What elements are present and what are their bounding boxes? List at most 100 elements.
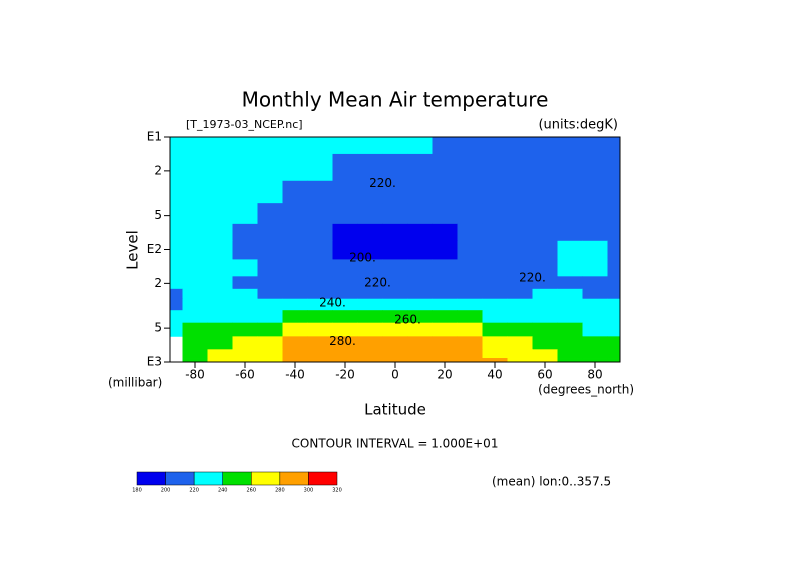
contour-cell bbox=[332, 298, 358, 311]
colorbar-swatch bbox=[308, 471, 338, 486]
contour-cell bbox=[207, 322, 233, 337]
contour-cell bbox=[257, 276, 283, 290]
contour-cell bbox=[182, 137, 208, 155]
contour-cell bbox=[532, 322, 558, 337]
contour-interval: CONTOUR INTERVAL = 1.000E+01 bbox=[292, 437, 499, 451]
contour-cell bbox=[557, 180, 583, 204]
x-tick-label: -60 bbox=[235, 368, 255, 382]
contour-cell bbox=[407, 358, 433, 363]
contour-cell bbox=[207, 276, 233, 290]
contour-cell bbox=[170, 203, 183, 225]
contour-cell bbox=[407, 322, 433, 337]
contour-cell bbox=[607, 203, 621, 225]
contour-cell bbox=[357, 336, 383, 350]
contour-cell bbox=[482, 336, 508, 350]
contour-cell bbox=[207, 137, 233, 155]
contour-cell bbox=[482, 276, 508, 290]
contour-cell bbox=[482, 203, 508, 225]
contour-cell bbox=[532, 203, 558, 225]
colorbar-swatch bbox=[136, 471, 166, 486]
contour-cell bbox=[607, 153, 621, 182]
contour-cell bbox=[282, 180, 308, 204]
x-tick-label: 60 bbox=[537, 368, 552, 382]
contour-cell bbox=[232, 180, 258, 204]
contour-cell bbox=[507, 358, 533, 363]
contour-cell bbox=[482, 153, 508, 182]
contour-cell bbox=[282, 240, 308, 260]
colorbar-label: 260 bbox=[247, 488, 257, 494]
contour-cell bbox=[332, 259, 358, 277]
contour-cell bbox=[557, 298, 583, 311]
contour-cell bbox=[507, 288, 533, 300]
contour-cell bbox=[257, 203, 283, 225]
contour-cell bbox=[457, 349, 483, 359]
contour-cell bbox=[282, 288, 308, 300]
contour-cell bbox=[607, 276, 621, 290]
contour-cell bbox=[507, 298, 533, 311]
contour-cell bbox=[232, 240, 258, 260]
contour-cell bbox=[432, 336, 458, 350]
contour-cell bbox=[507, 349, 533, 359]
contour-cell bbox=[257, 223, 283, 242]
contour-cell bbox=[532, 310, 558, 324]
contour-cell bbox=[582, 180, 608, 204]
colorbar-label: 180 bbox=[132, 488, 142, 494]
contour-cell bbox=[482, 223, 508, 242]
contour-cell bbox=[607, 259, 621, 277]
contour-cell bbox=[582, 240, 608, 260]
contour-cell bbox=[357, 322, 383, 337]
contour-cell bbox=[357, 137, 383, 155]
contour-cell bbox=[207, 153, 233, 182]
contour-cell bbox=[357, 276, 383, 290]
x-tick-label: -40 bbox=[285, 368, 305, 382]
contour-cell bbox=[457, 288, 483, 300]
contour-cell bbox=[507, 259, 533, 277]
contour-cell bbox=[307, 276, 333, 290]
contour-cell bbox=[457, 180, 483, 204]
contour-cell bbox=[282, 259, 308, 277]
contour-cell bbox=[382, 223, 408, 242]
contour-cell bbox=[457, 336, 483, 350]
contour-cell bbox=[307, 203, 333, 225]
contour-cell bbox=[357, 203, 383, 225]
contour-cell bbox=[582, 259, 608, 277]
contour-cell bbox=[332, 288, 358, 300]
contour-cell bbox=[482, 137, 508, 155]
contour-cell bbox=[507, 240, 533, 260]
contour-cell bbox=[282, 137, 308, 155]
contour-cell bbox=[307, 259, 333, 277]
contour-cell bbox=[432, 349, 458, 359]
contour-cell bbox=[532, 288, 558, 300]
contour-cell bbox=[407, 259, 433, 277]
contour-cell bbox=[557, 223, 583, 242]
source-label: [T_1973-03_NCEP.nc] bbox=[186, 118, 303, 131]
footnote: (mean) lon:0..357.5 bbox=[492, 475, 611, 489]
contour-cell bbox=[182, 276, 208, 290]
contour-cell bbox=[307, 298, 333, 311]
contour-cell bbox=[182, 288, 208, 300]
contour-cell bbox=[232, 336, 258, 350]
contour-cell bbox=[532, 358, 558, 363]
contour-cell bbox=[170, 153, 183, 182]
colorbar-label: 280 bbox=[275, 488, 285, 494]
chart-title: Monthly Mean Air temperature bbox=[242, 88, 549, 112]
contour-cell bbox=[182, 322, 208, 337]
overlay: -80 -60 -40 -20 0 20 40 60 80 E1 2 5 E2 2 5 E3 220. 200. 2… bbox=[132, 130, 621, 494]
contour-cell bbox=[307, 137, 333, 155]
contour-cell bbox=[407, 240, 433, 260]
contour-cell bbox=[232, 223, 258, 242]
contour-cell bbox=[582, 349, 608, 359]
contour-cell bbox=[582, 276, 608, 290]
contour-cell bbox=[507, 310, 533, 324]
contour-cell bbox=[532, 349, 558, 359]
contour-cell bbox=[432, 240, 458, 260]
colorbar-swatch bbox=[279, 471, 309, 486]
x-tick-label: 80 bbox=[587, 368, 602, 382]
contour-cell bbox=[482, 180, 508, 204]
contour-cell bbox=[257, 322, 283, 337]
contour-cell bbox=[607, 349, 621, 359]
contour-cell bbox=[232, 310, 258, 324]
contour-cell bbox=[557, 153, 583, 182]
contour-cell bbox=[582, 137, 608, 155]
contour-cell bbox=[557, 310, 583, 324]
